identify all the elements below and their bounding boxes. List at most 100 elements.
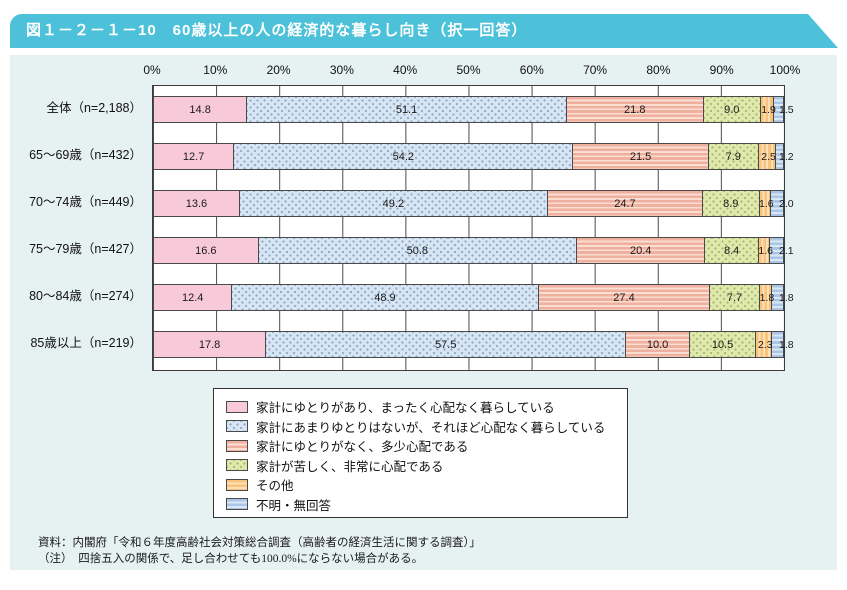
bar-row: 16.6 50.8 20.4 8.4 1.6 2.1 (153, 237, 794, 264)
axis-tick-label: 90% (709, 63, 734, 77)
segment-value: 1.8 (759, 291, 775, 304)
axis-tick-label: 100% (769, 63, 801, 77)
segment-value: 12.4 (181, 291, 204, 304)
row-label: 全体（n=2,188） (46, 101, 142, 115)
segment-value: 17.8 (198, 338, 221, 351)
bar-segment: 48.9 (232, 284, 539, 311)
segment-value: 49.2 (382, 197, 405, 210)
legend-item: 不明・無回答 (226, 495, 627, 515)
segment-value: 9.0 (724, 103, 740, 116)
row-label: 65～69歳（n=432） (29, 148, 142, 162)
bar-segment: 21.8 (566, 96, 704, 123)
segment-value: 7.9 (725, 150, 741, 163)
bar-segment (759, 284, 772, 311)
axis-tick-label: 40% (393, 63, 418, 77)
bar-segment: 51.1 (247, 96, 567, 123)
segment-value: 2.0 (779, 197, 794, 210)
bar-segment: 12.7 (153, 143, 235, 170)
bar-segment: 8.9 (703, 190, 760, 217)
axis-tick-label: 10% (203, 63, 228, 77)
segment-value: 2.5 (761, 150, 776, 163)
segment-value: 24.7 (614, 197, 636, 210)
legend-label: 家計にあまりゆとりはないが、それほど心配なく暮らしている (256, 420, 606, 435)
legend-label: その他 (256, 479, 294, 494)
legend-item: 家計が苦しく、非常に心配である (226, 456, 627, 476)
axis-tick-label: 0% (143, 63, 161, 77)
bar-segment: 17.8 (153, 331, 267, 358)
segment-value: 21.5 (629, 150, 652, 163)
segment-value: 10.5 (711, 338, 734, 351)
bar-segment (775, 143, 784, 170)
legend-swatch (226, 400, 248, 413)
segment-value: 7.7 (726, 291, 743, 304)
segment-value: 2.3 (758, 338, 773, 351)
bar-segment: 13.6 (153, 190, 240, 217)
legend-swatch (226, 420, 248, 433)
segment-value: 27.4 (613, 291, 635, 304)
segment-value: 1.9 (761, 103, 776, 116)
bar-segment (771, 331, 784, 358)
segment-value: 1.8 (779, 291, 794, 304)
segment-value: 8.9 (723, 197, 739, 210)
legend-swatch (226, 498, 248, 511)
bar-segment (760, 96, 774, 123)
bar-segment: 10.0 (626, 331, 690, 358)
segment-value: 57.5 (435, 338, 457, 351)
legend-item: 家計にゆとりがなく、多少心配である (226, 436, 627, 456)
segment-value: 50.8 (406, 244, 429, 257)
segment-value: 1.6 (758, 244, 773, 257)
x-axis: 0% 10% 20% 30% 40% 50% 60% 70% 80% 90% 100% (143, 63, 800, 79)
segment-value: 20.4 (629, 244, 652, 257)
segment-value: 1.6 (759, 197, 774, 210)
segment-value: 1.5 (779, 103, 794, 116)
row-label: 70～74歳（n=449） (29, 195, 142, 209)
legend-label: 家計が苦しく、非常に心配である (256, 459, 444, 474)
bar-segment: 16.6 (153, 237, 259, 264)
legend-swatch (226, 459, 248, 472)
bar-segment: 24.7 (547, 190, 703, 217)
axis-tick-label: 60% (519, 63, 544, 77)
row-label: 75～79歳（n=427） (29, 242, 142, 256)
bar-row: 17.8 57.5 10.0 10.5 2.3 1.8 (153, 331, 794, 358)
legend-label: 不明・無回答 (256, 498, 332, 513)
segment-value: 14.8 (189, 103, 211, 116)
bar-segment: 8.4 (705, 237, 759, 264)
bar-row: 14.8 51.1 21.8 9.0 1.9 1.5 (153, 96, 794, 123)
figure-title-banner: 図１－２－１－10 60歳以上の人の経済的な暮らし向き（択一回答） (10, 14, 838, 48)
legend-swatch (226, 478, 248, 491)
bar-row: 12.4 48.9 27.4 7.7 1.8 1.8 (153, 284, 794, 311)
legend-item: その他 (226, 475, 627, 495)
row-label: 80～84歳（n=274） (29, 289, 142, 303)
bar-segment: 54.2 (234, 143, 574, 170)
axis-tick-label: 80% (646, 63, 671, 77)
segment-value: 1.8 (779, 338, 794, 351)
legend-item: 家計にあまりゆとりはないが、それほど心配なく暮らしている (226, 417, 627, 437)
segment-value: 13.6 (185, 197, 208, 210)
segment-value: 51.1 (395, 103, 418, 116)
bar-segment (769, 237, 784, 264)
segment-value: 54.2 (392, 150, 415, 163)
bar-segment (758, 237, 770, 264)
bar-segment: 12.4 (153, 284, 233, 311)
axis-tick-label: 50% (456, 63, 481, 77)
legend-swatch (226, 439, 248, 452)
bar-row: 13.6 49.2 24.7 8.9 1.6 2.0 (153, 190, 794, 217)
segment-value: 8.4 (724, 244, 740, 257)
segment-value: 21.8 (624, 103, 646, 116)
axis-tick-label: 70% (583, 63, 608, 77)
bar-segment (770, 190, 784, 217)
axis-tick-label: 20% (266, 63, 291, 77)
axis-tick-label: 30% (329, 63, 354, 77)
bar-segment: 9.0 (703, 96, 761, 123)
segment-value: 48.9 (374, 291, 396, 304)
bar-segment: 10.5 (689, 331, 757, 358)
bar-segment: 57.5 (266, 331, 627, 358)
bar-segment (773, 96, 784, 123)
plot-area: 14.8 51.1 21.8 9.0 1.9 1.5 12.7 54.2 21.5 7.9 2.5 1… (152, 85, 794, 371)
legend-label: 家計にゆとりがあり、まったく心配なく暮らしている (256, 401, 555, 416)
segment-value: 16.6 (195, 244, 217, 257)
legend-item: 家計にゆとりがあり、まったく心配なく暮らしている (226, 397, 627, 417)
segment-value: 12.7 (182, 150, 205, 163)
segment-value: 1.2 (779, 150, 794, 163)
